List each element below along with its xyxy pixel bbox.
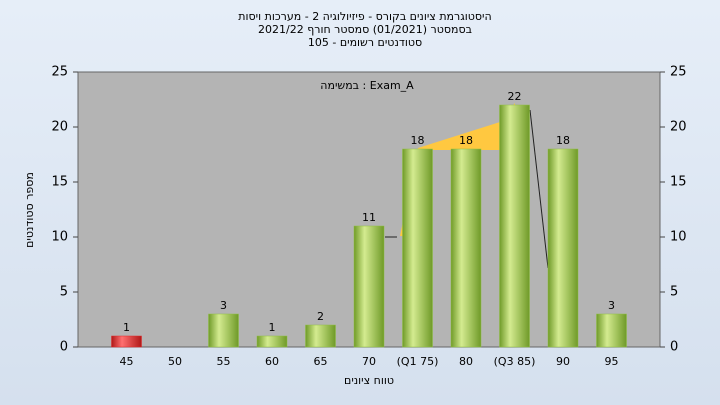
x-tick-label: 60 bbox=[265, 355, 279, 368]
x-tick-label: 50 bbox=[168, 355, 182, 368]
x-tick-label: 45 bbox=[120, 355, 134, 368]
bar bbox=[450, 148, 482, 348]
x-tick-label: 70 bbox=[362, 355, 376, 368]
data-label: 18 bbox=[411, 134, 425, 147]
whisker bbox=[529, 109, 549, 269]
bar bbox=[256, 335, 288, 348]
bar bbox=[111, 335, 142, 348]
bar bbox=[208, 313, 239, 348]
chart-title: היסטוגרמת ציונים בקורס - פיזיולוגיה 2 - … bbox=[238, 10, 491, 23]
y-tick-label: 15 bbox=[51, 175, 68, 190]
bar bbox=[596, 313, 627, 348]
data-label: 3 bbox=[220, 299, 227, 312]
y2-tick-label: 20 bbox=[670, 120, 687, 135]
x-tick-label: (Q1 75) bbox=[397, 355, 439, 368]
y2-tick-label: 0 bbox=[670, 340, 678, 355]
data-label: 2 bbox=[317, 310, 324, 323]
chart-title: סטודנטים רשומים - 105 bbox=[308, 36, 422, 49]
y2-tick-label: 15 bbox=[670, 175, 687, 190]
bar bbox=[547, 148, 579, 348]
data-label: 22 bbox=[508, 90, 522, 103]
quartile-area bbox=[400, 103, 515, 236]
data-label: 1 bbox=[269, 321, 276, 334]
chart-title: בסמסטר (01/2021) סמסטר חורף 2021/22 bbox=[258, 23, 472, 36]
y-tick-label: 5 bbox=[60, 285, 68, 300]
x-tick-label: 90 bbox=[556, 355, 570, 368]
data-label: 18 bbox=[459, 134, 473, 147]
x-tick-label: 65 bbox=[314, 355, 328, 368]
bar bbox=[402, 148, 433, 348]
x-axis-label: טווח ציונים bbox=[344, 374, 394, 387]
data-label: 18 bbox=[556, 134, 570, 147]
x-tick-label: 95 bbox=[605, 355, 619, 368]
y2-tick-label: 5 bbox=[670, 285, 678, 300]
data-label: 1 bbox=[123, 321, 130, 334]
y-tick-label: 0 bbox=[60, 340, 68, 355]
y-axis-label: מספר סטודנטים bbox=[23, 172, 36, 248]
data-label: 11 bbox=[362, 211, 376, 224]
y2-tick-label: 10 bbox=[670, 230, 687, 245]
y-tick-label: 20 bbox=[51, 120, 68, 135]
x-tick-label: 55 bbox=[217, 355, 231, 368]
annotation: במשימה : Exam_A bbox=[320, 79, 414, 92]
bar bbox=[305, 324, 336, 348]
x-tick-label: (Q3 85) bbox=[494, 355, 536, 368]
y2-tick-label: 25 bbox=[670, 65, 687, 80]
data-label: 3 bbox=[608, 299, 615, 312]
bar bbox=[499, 104, 530, 348]
y-tick-label: 10 bbox=[51, 230, 68, 245]
y-tick-label: 25 bbox=[51, 65, 68, 80]
x-tick-label: 80 bbox=[459, 355, 473, 368]
bar bbox=[353, 225, 385, 348]
